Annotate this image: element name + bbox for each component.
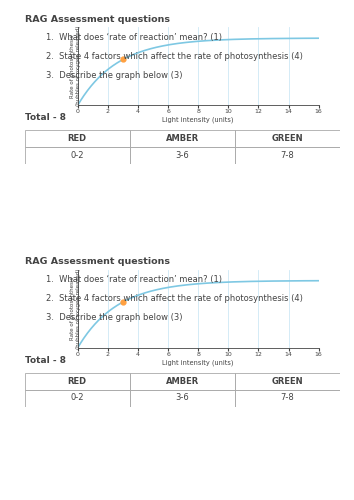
X-axis label: Light intensity (units): Light intensity (units) bbox=[162, 117, 234, 123]
Bar bbox=[235, 147, 340, 164]
Text: 2.  State 4 factors which affect the rate of photosynthesis (4): 2. State 4 factors which affect the rate… bbox=[46, 294, 303, 303]
Text: Total - 8: Total - 8 bbox=[25, 114, 66, 122]
Y-axis label: Rate of photosynthesis
(bubbles of oxygen released): Rate of photosynthesis (bubbles of oxyge… bbox=[70, 26, 80, 106]
Bar bbox=[130, 372, 235, 390]
Text: RED: RED bbox=[68, 134, 87, 143]
Text: 0-2: 0-2 bbox=[70, 394, 84, 402]
Text: AMBER: AMBER bbox=[166, 376, 199, 386]
Text: 3-6: 3-6 bbox=[176, 394, 189, 402]
Text: 1.  What does ‘rate of reaction’ mean? (1): 1. What does ‘rate of reaction’ mean? (1… bbox=[46, 32, 222, 42]
Bar bbox=[235, 130, 340, 147]
Bar bbox=[235, 390, 340, 406]
Text: 3.  Describe the graph below (3): 3. Describe the graph below (3) bbox=[46, 70, 183, 80]
Text: RAG Assessment questions: RAG Assessment questions bbox=[25, 258, 170, 266]
Text: 7-8: 7-8 bbox=[280, 394, 294, 402]
Bar bbox=[130, 147, 235, 164]
Bar bbox=[130, 390, 235, 406]
Text: Total - 8: Total - 8 bbox=[25, 356, 66, 365]
X-axis label: Light intensity (units): Light intensity (units) bbox=[162, 360, 234, 366]
Bar bbox=[25, 130, 130, 147]
Text: 2.  State 4 factors which affect the rate of photosynthesis (4): 2. State 4 factors which affect the rate… bbox=[46, 52, 303, 60]
Text: RED: RED bbox=[68, 376, 87, 386]
Text: AMBER: AMBER bbox=[166, 134, 199, 143]
Text: GREEN: GREEN bbox=[272, 134, 303, 143]
Text: 3-6: 3-6 bbox=[176, 151, 189, 160]
Bar bbox=[130, 130, 235, 147]
Bar bbox=[25, 147, 130, 164]
Text: 0-2: 0-2 bbox=[70, 151, 84, 160]
Text: RAG Assessment questions: RAG Assessment questions bbox=[25, 15, 170, 24]
Bar bbox=[25, 372, 130, 390]
Bar bbox=[235, 372, 340, 390]
Text: 7-8: 7-8 bbox=[280, 151, 294, 160]
Text: GREEN: GREEN bbox=[272, 376, 303, 386]
Text: 1.  What does ‘rate of reaction’ mean? (1): 1. What does ‘rate of reaction’ mean? (1… bbox=[46, 275, 222, 284]
Bar bbox=[25, 390, 130, 406]
Text: 3.  Describe the graph below (3): 3. Describe the graph below (3) bbox=[46, 313, 183, 322]
Y-axis label: Rate of photosynthesis
(bubbles of oxygen released): Rate of photosynthesis (bubbles of oxyge… bbox=[70, 268, 80, 349]
